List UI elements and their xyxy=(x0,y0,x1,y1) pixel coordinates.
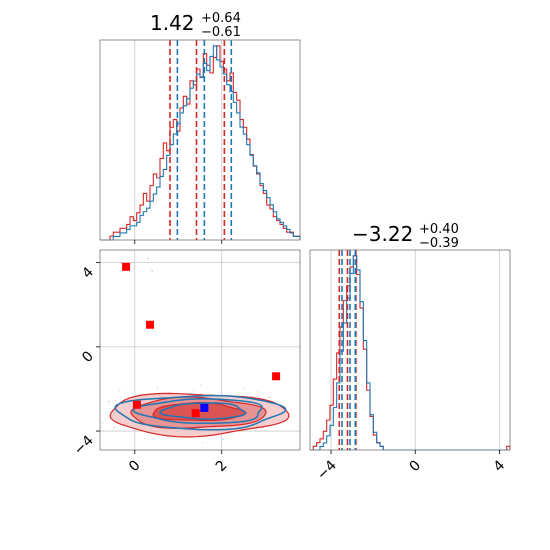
sample-dot xyxy=(113,427,115,429)
sample-dot xyxy=(147,257,149,260)
xtick-label: −4 xyxy=(314,457,340,483)
xtick-label: 2 xyxy=(213,458,231,476)
sample-dot xyxy=(218,392,220,394)
ytick-label: 4 xyxy=(79,264,97,282)
sample-dot xyxy=(114,400,117,402)
title-param2-plus: +0.40 xyxy=(419,222,459,237)
xtick-label: 0 xyxy=(126,458,144,476)
marker-red xyxy=(191,409,200,418)
marker-blue xyxy=(200,403,209,412)
grid-p2 xyxy=(330,250,500,450)
marker-red xyxy=(146,320,154,329)
sample-dot xyxy=(257,391,259,393)
contour-blue xyxy=(114,394,287,431)
contour-blue xyxy=(132,398,263,424)
sample-dot xyxy=(119,396,121,399)
ticks-p2: −4 0 4 xyxy=(314,450,508,483)
sample-dot xyxy=(200,384,202,387)
marker-red xyxy=(272,372,281,381)
title-param1: 1.42 xyxy=(150,11,195,35)
sample-dot xyxy=(251,395,253,398)
quantiles-p1 xyxy=(169,40,233,240)
ticks-joint: 0 2 −4 0 4 xyxy=(71,262,231,476)
sample-dot xyxy=(118,389,121,391)
markers-joint xyxy=(122,262,281,418)
contours-blue xyxy=(114,394,287,431)
sample-dot xyxy=(268,396,271,399)
joint-density-panel: 0 2 −4 0 4 xyxy=(26,249,328,476)
sample-dot xyxy=(156,387,159,390)
xtick-label: 4 xyxy=(491,457,509,475)
ticks-p1 xyxy=(134,240,223,244)
xtick-label: 0 xyxy=(406,458,424,476)
sample-dot xyxy=(193,389,195,392)
title-param1-plus: +0.64 xyxy=(201,11,241,26)
contour-blue xyxy=(159,402,247,420)
sample-dot xyxy=(101,422,103,424)
sample-dot xyxy=(242,394,244,396)
sample-dot xyxy=(93,412,94,413)
frame-p2 xyxy=(309,249,511,451)
marginal-histogram-param2: −4 0 4 xyxy=(309,249,511,483)
sample-dot xyxy=(222,438,224,441)
marker-red xyxy=(132,400,141,409)
quantiles-p2 xyxy=(338,250,357,450)
hist-p1-blue xyxy=(100,45,301,241)
sample-dot xyxy=(26,399,27,400)
frame-p1 xyxy=(99,39,301,241)
frame-joint xyxy=(99,249,301,451)
marginal-histogram-param1 xyxy=(99,39,301,244)
sample-dot xyxy=(327,417,328,418)
ytick-label: −4 xyxy=(71,433,97,459)
sample-dot xyxy=(151,270,153,272)
title-param2: −3.22 xyxy=(352,222,413,246)
sample-dot xyxy=(201,441,204,444)
marker-red xyxy=(122,262,131,271)
title-param2-minus: −0.39 xyxy=(419,236,459,251)
hist-step-blue xyxy=(100,45,301,241)
sample-dot xyxy=(242,387,245,390)
title-param1-minus: −0.61 xyxy=(201,25,241,40)
sample-dot xyxy=(200,392,202,395)
sample-dot xyxy=(107,400,110,403)
sample-dot xyxy=(33,409,34,410)
grid-p1 xyxy=(134,40,223,240)
ytick-label: 0 xyxy=(79,348,97,366)
